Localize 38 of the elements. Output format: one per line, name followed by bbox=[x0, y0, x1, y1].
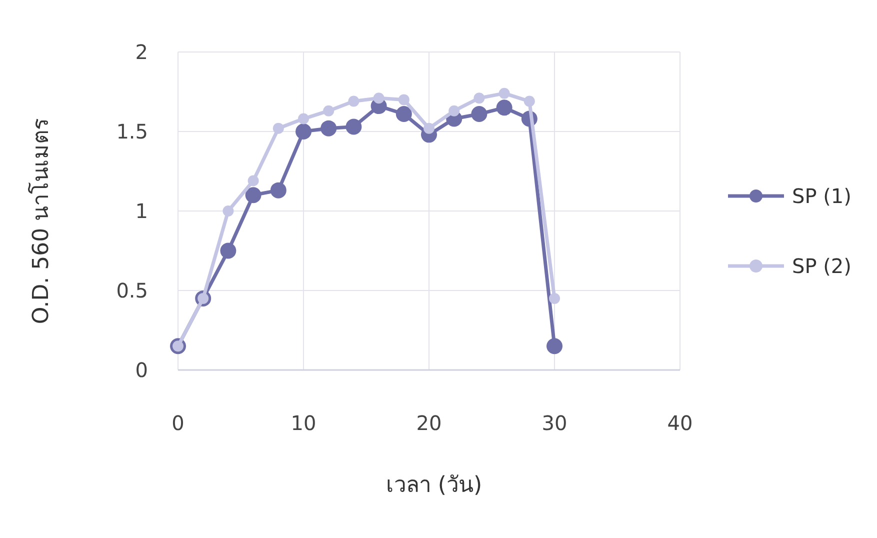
point bbox=[348, 96, 360, 107]
x-tick-label: 40 bbox=[667, 411, 693, 435]
point bbox=[474, 92, 485, 104]
y-axis-title: O.D. 560 นาโนเมตร bbox=[28, 118, 54, 324]
point bbox=[471, 106, 488, 122]
point bbox=[524, 96, 535, 107]
point bbox=[546, 338, 562, 354]
point bbox=[222, 206, 234, 216]
legend-label: SP (2) bbox=[792, 254, 852, 278]
point bbox=[248, 175, 259, 186]
point bbox=[270, 182, 286, 198]
point bbox=[398, 94, 410, 106]
point bbox=[320, 120, 337, 136]
point bbox=[323, 105, 334, 116]
legend-label: SP (1) bbox=[792, 184, 852, 208]
point bbox=[496, 100, 512, 116]
point bbox=[346, 118, 362, 135]
x-tick-label: 10 bbox=[290, 411, 316, 435]
x-tick-label: 20 bbox=[416, 411, 442, 435]
x-tick-label: 30 bbox=[542, 411, 568, 435]
point bbox=[424, 122, 434, 134]
y-tick-label: 0.5 bbox=[116, 278, 148, 302]
y-tick-label: 2 bbox=[135, 40, 148, 64]
x-axis-title: เวลา (วัน) bbox=[386, 473, 482, 498]
y-tick-label: 0 bbox=[135, 358, 148, 382]
point bbox=[220, 242, 236, 259]
point bbox=[396, 106, 412, 122]
point bbox=[498, 88, 510, 99]
point bbox=[298, 113, 309, 124]
point bbox=[373, 92, 384, 104]
point bbox=[272, 122, 284, 134]
point bbox=[549, 292, 560, 304]
point bbox=[245, 187, 262, 204]
point bbox=[296, 124, 312, 140]
point bbox=[448, 105, 460, 116]
y-tick-label: 1.5 bbox=[116, 120, 148, 144]
x-tick-label: 0 bbox=[172, 411, 184, 435]
y-tick-label: 1 bbox=[135, 199, 148, 223]
